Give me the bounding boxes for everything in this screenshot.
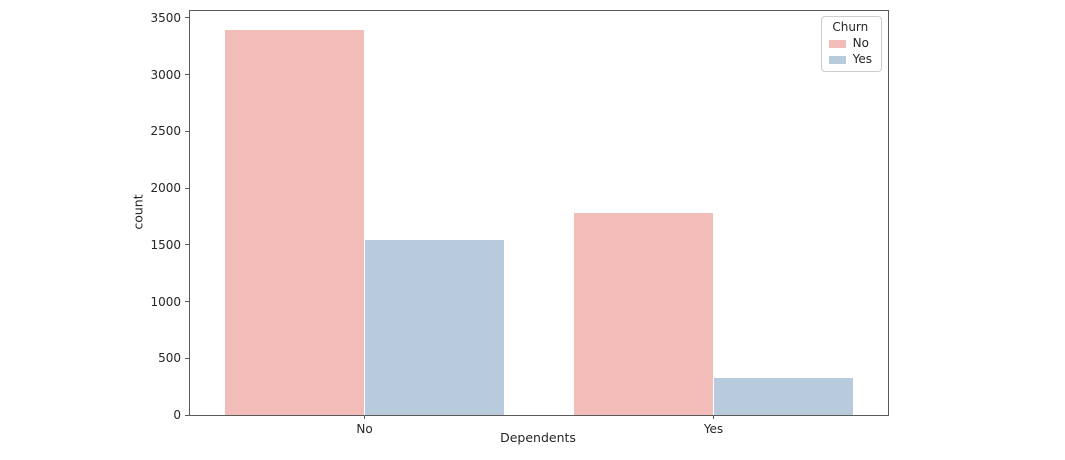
- y-tick: [185, 301, 190, 303]
- y-tick-label: 0: [173, 408, 181, 422]
- y-tick: [185, 244, 190, 246]
- y-tick-label: 2000: [150, 181, 181, 196]
- legend-label: Yes: [852, 52, 872, 66]
- bar-dependents-yes-churn-yes: [713, 378, 854, 415]
- x-tick-label: No: [356, 422, 373, 436]
- bar-dependents-no-churn-yes: [364, 239, 505, 415]
- x-tick: [364, 415, 365, 419]
- legend-swatch-yes: [828, 55, 846, 64]
- y-tick-label: 500: [158, 351, 181, 366]
- legend: Churn No Yes: [820, 16, 882, 72]
- legend-label: No: [852, 36, 869, 50]
- y-tick: [185, 187, 190, 189]
- legend-row: No: [828, 36, 872, 50]
- y-tick: [185, 414, 190, 416]
- x-tick: [713, 415, 714, 419]
- plot-area: Churn No Yes 0 500 1000 1500 2000 2500 3000 3500…: [150, 10, 889, 436]
- y-tick-label: 1500: [150, 237, 181, 252]
- y-tick-label: 3000: [150, 67, 181, 82]
- y-tick-label: 3500: [150, 10, 181, 25]
- y-tick: [185, 17, 190, 19]
- legend-swatch-no: [828, 39, 846, 48]
- x-axis-label: Dependents: [500, 430, 576, 445]
- bar-dependents-no-churn-no: [224, 30, 365, 415]
- y-axis-label: count: [130, 194, 146, 230]
- legend-title: Churn: [832, 20, 869, 34]
- legend-row: Yes: [828, 52, 872, 66]
- y-tick: [185, 357, 190, 359]
- y-tick-label: 2500: [150, 124, 181, 139]
- legend-entries: No Yes: [828, 36, 872, 66]
- x-tick-label: Yes: [703, 422, 724, 436]
- y-tick: [185, 130, 190, 132]
- y-tick-label: 1000: [150, 294, 181, 309]
- y-tick: [185, 74, 190, 76]
- bar-dependents-yes-churn-no: [573, 212, 714, 415]
